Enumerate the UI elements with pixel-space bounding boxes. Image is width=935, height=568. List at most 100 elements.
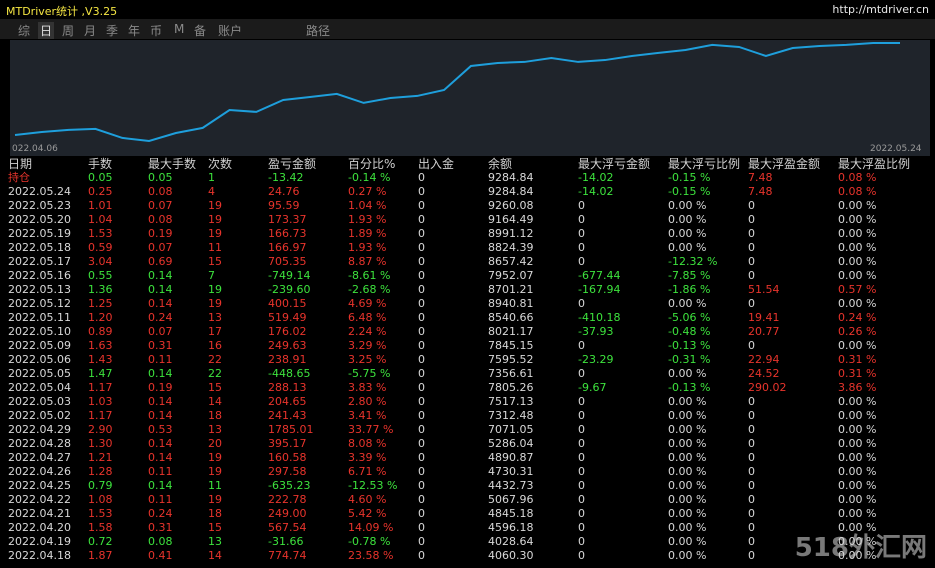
table-cell: 400.15 — [268, 297, 307, 310]
table-cell: 7595.52 — [488, 353, 534, 366]
table-cell: 1.47 — [88, 367, 113, 380]
table-cell: 3.83 % — [348, 381, 387, 394]
table-cell: 5067.96 — [488, 493, 534, 506]
table-cell: 0 — [748, 339, 755, 352]
table-cell: 0.00 % — [668, 479, 707, 492]
table-cell: 6.71 % — [348, 465, 387, 478]
table-cell: 0 — [418, 423, 425, 436]
table-cell: 0 — [418, 171, 425, 184]
table-cell: 2.80 % — [348, 395, 387, 408]
table-cell: 1.93 % — [348, 241, 387, 254]
tab[interactable]: M — [174, 22, 185, 36]
row-date: 2022.04.29 — [8, 423, 71, 436]
tab[interactable]: 币 — [150, 24, 163, 38]
table-cell: 0.05 — [148, 171, 173, 184]
table-cell: -749.14 — [268, 269, 311, 282]
table-cell: 166.97 — [268, 241, 307, 254]
table-cell: 238.91 — [268, 353, 307, 366]
row-date: 2022.05.11 — [8, 311, 71, 324]
table-cell: 0.00 % — [838, 479, 877, 492]
table-cell: 0.00 % — [668, 367, 707, 380]
table-cell: 18 — [208, 409, 222, 422]
table-cell: 0 — [748, 549, 755, 562]
table-cell: -14.02 — [578, 185, 614, 198]
table-cell: 0 — [748, 269, 755, 282]
table-cell: 8.08 % — [348, 437, 387, 450]
table-cell: 7.48 — [748, 185, 773, 198]
table-cell: 1.17 — [88, 409, 113, 422]
table-cell: 0 — [578, 479, 585, 492]
table-cell: 51.54 — [748, 283, 780, 296]
row-date: 2022.05.04 — [8, 381, 71, 394]
table-cell: 19 — [208, 465, 222, 478]
window-title: MTDriver统计 ,V3.25 — [6, 5, 118, 18]
row-date: 2022.05.20 — [8, 213, 71, 226]
table-cell: 0 — [418, 479, 425, 492]
row-date: 2022.05.24 — [8, 185, 71, 198]
tab[interactable]: 日 — [38, 22, 55, 39]
table-cell: 0 — [748, 507, 755, 520]
tab[interactable]: 月 — [84, 24, 97, 38]
tab[interactable]: 季 — [106, 24, 119, 38]
table-cell: 0.31 % — [838, 367, 877, 380]
table-cell: 0 — [578, 395, 585, 408]
equity-line — [14, 42, 900, 142]
table-cell: 3.39 % — [348, 451, 387, 464]
table-cell: 0 — [748, 451, 755, 464]
table-cell: 0 — [748, 241, 755, 254]
table-cell: 1.36 — [88, 283, 113, 296]
table-cell: 4890.87 — [488, 451, 534, 464]
table-cell: 11 — [208, 479, 222, 492]
table-cell: 395.17 — [268, 437, 307, 450]
table-cell: 1.08 — [88, 493, 113, 506]
table-cell: 173.37 — [268, 213, 307, 226]
equity-chart: 022.04.06 2022.05.24 — [10, 40, 930, 156]
table-cell: 8701.21 — [488, 283, 534, 296]
table-cell: 0 — [578, 451, 585, 464]
table-cell: 7.48 — [748, 171, 773, 184]
table-cell: 1.21 — [88, 451, 113, 464]
table-cell: 0.00 % — [668, 535, 707, 548]
table-cell: 1.53 — [88, 227, 113, 240]
table-cell: 1.01 — [88, 199, 113, 212]
table-cell: 0 — [418, 521, 425, 534]
table-cell: 8991.12 — [488, 227, 534, 240]
url-link[interactable]: http://mtdriver.cn — [832, 3, 929, 16]
tab[interactable]: 备 — [194, 24, 207, 38]
table-cell: 705.35 — [268, 255, 307, 268]
table-cell: 0.31 % — [838, 353, 877, 366]
table-cell: 18 — [208, 507, 222, 520]
table-cell: 0.05 — [88, 171, 113, 184]
row-date: 2022.05.09 — [8, 339, 71, 352]
table-cell: 6.48 % — [348, 311, 387, 324]
tab[interactable]: 综 — [18, 24, 31, 38]
row-date: 2022.05.17 — [8, 255, 71, 268]
table-cell: 0 — [578, 549, 585, 562]
table-cell: 1785.01 — [268, 423, 314, 436]
table-cell: 0.79 — [88, 479, 113, 492]
row-date: 2022.05.10 — [8, 325, 71, 338]
row-date: 2022.04.19 — [8, 535, 71, 548]
table-cell: 0 — [748, 521, 755, 534]
tab[interactable]: 周 — [62, 24, 75, 38]
table-cell: 22 — [208, 353, 222, 366]
row-date: 2022.04.27 — [8, 451, 71, 464]
row-date: 2022.04.28 — [8, 437, 71, 450]
table-cell: 0.19 — [148, 381, 173, 394]
table-cell: 15 — [208, 255, 222, 268]
tab[interactable]: 路径 — [306, 24, 331, 38]
tab[interactable]: 年 — [128, 24, 141, 38]
table-cell: 0 — [418, 213, 425, 226]
table-cell: 1.58 — [88, 521, 113, 534]
table-cell: -37.93 — [578, 325, 614, 338]
row-date: 2022.05.23 — [8, 199, 71, 212]
table-cell: 0.00 % — [838, 269, 877, 282]
row-date: 2022.04.26 — [8, 465, 71, 478]
tab[interactable]: 账户 — [218, 24, 243, 38]
table-cell: 1.93 % — [348, 213, 387, 226]
table-cell: 0 — [748, 479, 755, 492]
table-cell: 0.07 — [148, 199, 173, 212]
table-cell: 1.43 — [88, 353, 113, 366]
table-cell: 288.13 — [268, 381, 307, 394]
